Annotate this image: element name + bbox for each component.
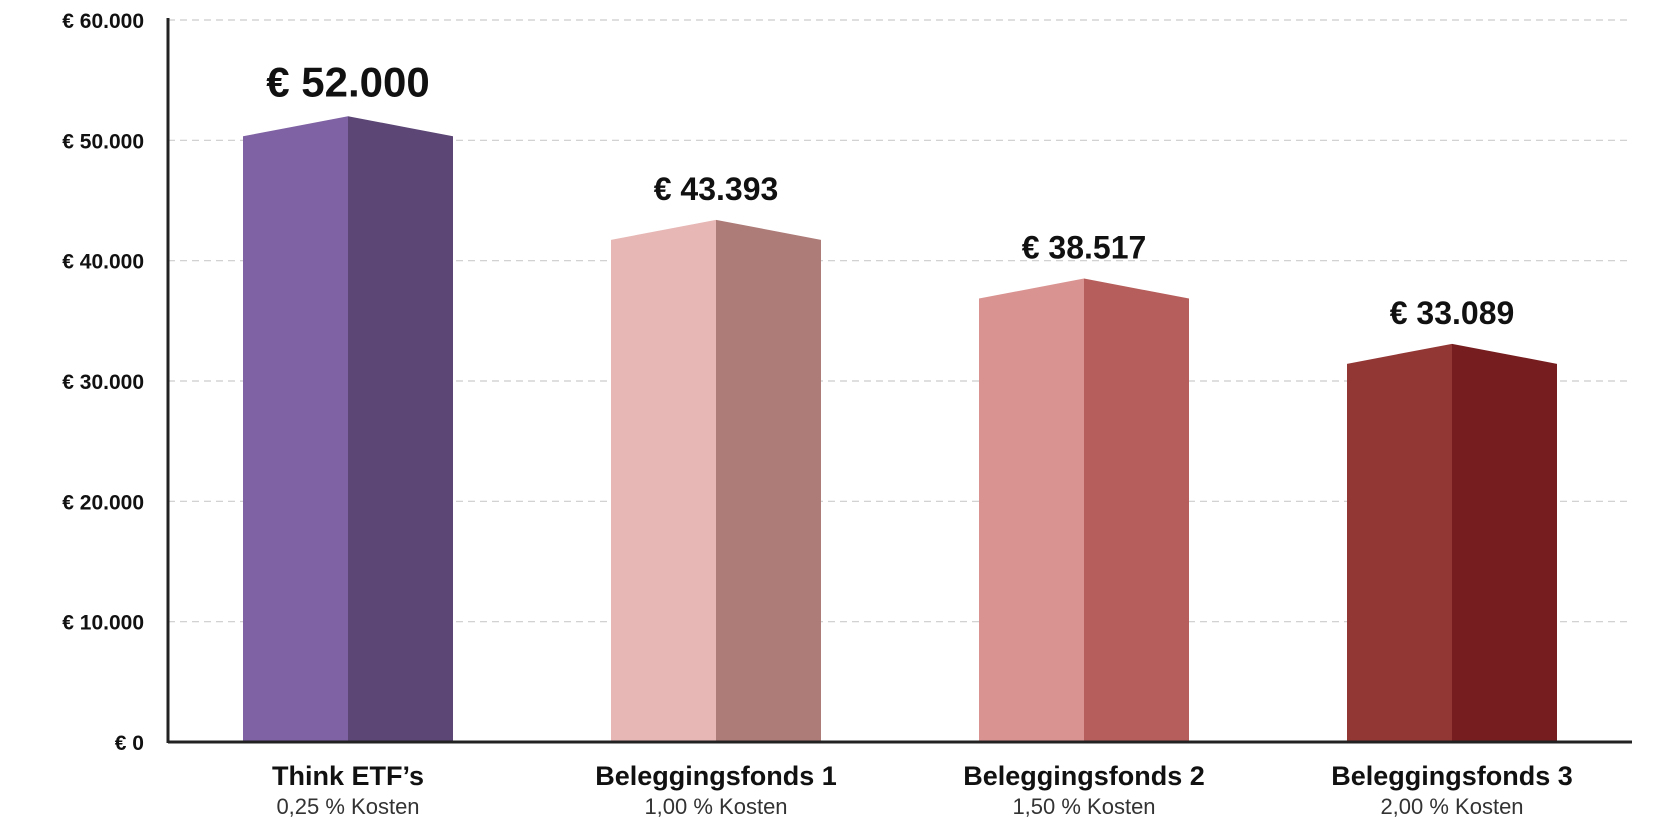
bar-right-face (716, 219, 821, 742)
category-label: Think ETF’s (272, 761, 424, 791)
bar-value-label: € 43.393 (654, 171, 779, 207)
bars (243, 116, 1557, 743)
bar-value-label: € 33.089 (1390, 295, 1515, 331)
y-tick-label: € 30.000 (62, 371, 144, 394)
bar-value-label: € 38.517 (1022, 230, 1147, 266)
bar-left-face (1347, 343, 1452, 742)
category-label: Beleggingsfonds 2 (963, 761, 1205, 791)
bar-right-face (348, 116, 453, 743)
y-tick-label: € 60.000 (62, 10, 144, 33)
labels: € 52.000 Think ETF’s 0,25 % Kosten € 43.393… (266, 58, 1573, 819)
axes (166, 18, 1632, 744)
bar-left-face (979, 278, 1084, 742)
category-subtitle: 1,50 % Kosten (1012, 794, 1155, 819)
y-tick-label: € 10.000 (62, 612, 144, 635)
bar-left-face (611, 219, 716, 742)
category-subtitle: 2,00 % Kosten (1380, 794, 1523, 819)
y-tick-label: € 0 (115, 732, 144, 755)
y-tick-label: € 40.000 (62, 251, 144, 274)
category-label: Beleggingsfonds 3 (1331, 761, 1573, 791)
category-label: Beleggingsfonds 1 (595, 761, 837, 791)
category-subtitle: 0,25 % Kosten (276, 794, 419, 819)
bar-right-face (1452, 343, 1557, 742)
y-tick-label: € 50.000 (62, 130, 144, 153)
y-tick-label: € 20.000 (62, 491, 144, 514)
bar-left-face (243, 116, 348, 743)
bar-value-label: € 52.000 (266, 58, 430, 105)
y-axis-ticks: € 0 € 10.000 € 20.000 € 30.000 € 40.000 € 50.… (62, 10, 144, 755)
category-subtitle: 1,00 % Kosten (644, 794, 787, 819)
bar-right-face (1084, 278, 1189, 742)
